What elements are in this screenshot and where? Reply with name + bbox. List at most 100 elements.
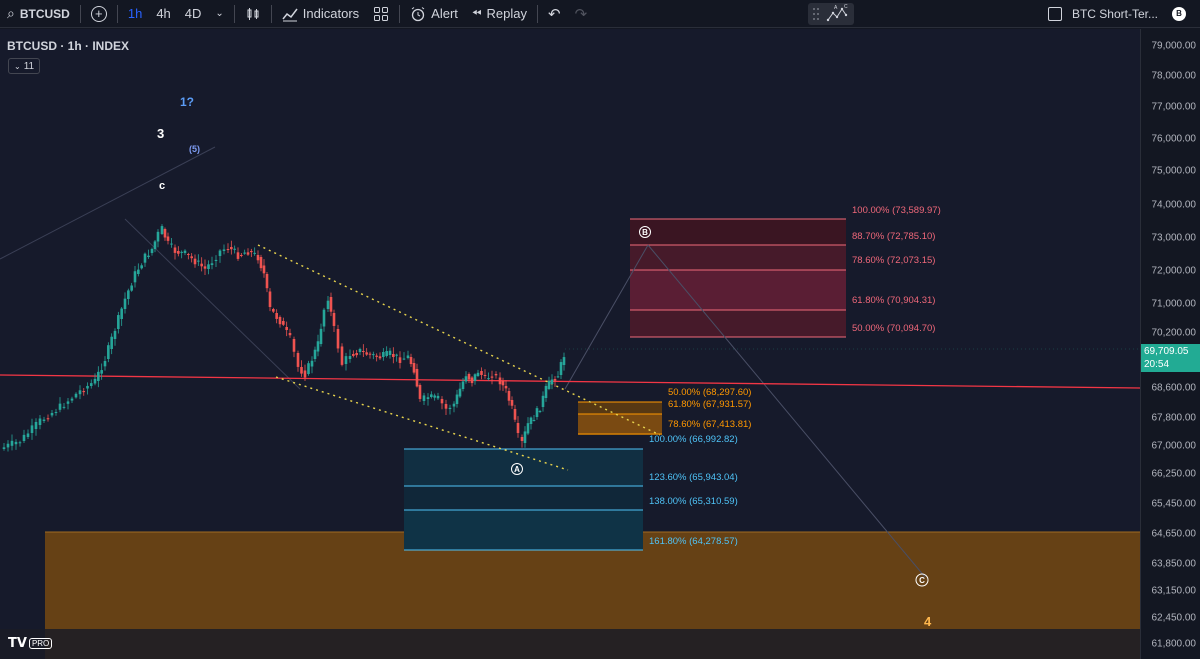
indicators-icon	[282, 8, 298, 21]
candle-body	[483, 375, 487, 376]
wave-label-c: C	[915, 573, 929, 587]
candle-body	[516, 423, 520, 434]
candle-body	[86, 385, 89, 389]
candle-body	[348, 356, 352, 359]
fib-orange-zone[interactable]	[578, 401, 662, 435]
candle-body	[285, 327, 288, 331]
candle-body	[513, 409, 517, 420]
logo-mark: TV	[8, 636, 27, 651]
indicators-button[interactable]: Indicators	[275, 0, 366, 28]
interval-dropdown[interactable]: ⌄	[208, 0, 230, 28]
candle-body	[275, 313, 278, 319]
candle-body	[2, 447, 6, 449]
candle-body	[313, 349, 317, 359]
candle-body	[50, 412, 54, 416]
candle-body	[272, 309, 275, 312]
candle-body	[547, 380, 551, 389]
chart-pane[interactable]: 100.00% (73,589.97) 88.70% (72,785.10) 7…	[0, 29, 1140, 659]
candle-body	[541, 395, 545, 407]
candle-body	[233, 248, 236, 250]
wave-label-5: (5)	[189, 144, 200, 154]
candle-body	[461, 381, 465, 389]
candle-body	[412, 363, 416, 373]
candle-body	[62, 406, 66, 408]
layout-selector[interactable]: BTC Short-Ter... B	[1047, 0, 1186, 28]
candle-body	[42, 419, 46, 421]
fib-orange-label: 78.60% (67,413.81)	[668, 419, 751, 430]
channel-upper-line[interactable]	[257, 244, 661, 436]
candle-body	[487, 378, 490, 380]
interval-4h[interactable]: 4h	[156, 6, 171, 21]
candle-body	[562, 357, 566, 365]
candle-body	[18, 442, 22, 444]
chart-canvas[interactable]: 100.00% (73,589.97) 88.70% (72,785.10) 7…	[0, 29, 1140, 659]
candle-body	[226, 249, 230, 250]
candle-body	[448, 407, 452, 409]
elliott-wave-tool-button[interactable]: A C	[808, 3, 854, 25]
undo-button[interactable]: ↶	[541, 0, 568, 28]
plus-circle-icon: +	[90, 5, 107, 22]
candle-body	[74, 393, 78, 398]
fib-blue-label: 138.00% (65,310.59)	[649, 496, 738, 507]
chevron-down-icon: ⌄	[14, 61, 21, 71]
compare-symbol-button[interactable]: +	[84, 0, 114, 28]
fib-b-zone[interactable]	[630, 218, 846, 338]
candlestick-icon	[247, 7, 259, 20]
interval-4d[interactable]: 4D	[184, 6, 202, 21]
candle-body	[200, 263, 203, 267]
tradingview-logo[interactable]: TV PRO	[8, 636, 53, 651]
price-tick: 72,000.00	[1151, 265, 1197, 277]
interval-1h[interactable]: 1h	[127, 6, 143, 21]
price-tick: 75,000.00	[1151, 165, 1197, 177]
candle-body	[140, 265, 143, 269]
candle-body	[303, 370, 307, 378]
candle-body	[256, 255, 260, 261]
candlestick-series[interactable]	[2, 224, 566, 452]
templates-button[interactable]	[366, 0, 396, 28]
divider	[536, 4, 538, 23]
avatar[interactable]: B	[1172, 7, 1186, 21]
candle-body	[490, 376, 494, 378]
candle-body	[319, 328, 323, 344]
candle-body	[538, 410, 542, 412]
divider	[399, 4, 401, 23]
symbol-search[interactable]: ⌕ BTCUSD	[0, 0, 77, 28]
last-price-label: 69,709.05 20:54	[1141, 344, 1200, 372]
candle-body	[246, 252, 250, 255]
chart-legend-title[interactable]: BTCUSD · 1h · INDEX	[7, 39, 130, 53]
price-tick: 68,600.00	[1151, 382, 1197, 394]
candle-body	[34, 421, 38, 429]
redo-button[interactable]: ↷	[568, 0, 595, 28]
candle-body	[409, 357, 413, 365]
replay-button[interactable]: ⏪︎ Replay	[465, 0, 534, 28]
candle-body	[190, 256, 193, 259]
price-tick: 70,200.00	[1151, 327, 1197, 339]
divider	[270, 4, 272, 23]
candle-body	[520, 437, 524, 441]
alert-button[interactable]: Alert	[403, 0, 465, 28]
alarm-clock-icon	[411, 6, 425, 21]
candle-body	[127, 290, 130, 299]
horizontal-resistance-line[interactable]	[0, 374, 1140, 389]
candle-body	[243, 252, 246, 254]
price-tick: 62,450.00	[1151, 612, 1197, 624]
candle-body	[207, 264, 210, 269]
candle-body	[265, 274, 269, 289]
candle-body	[433, 395, 436, 398]
chart-type-button[interactable]	[238, 0, 268, 28]
indicator-count-badge[interactable]: ⌄ 11	[8, 58, 41, 74]
symbol-label: BTCUSD	[19, 6, 70, 21]
fib-b-label: 61.80% (70,904.31)	[852, 295, 935, 306]
candle-body	[103, 360, 107, 367]
candle-body	[507, 391, 511, 401]
price-tick: 71,000.00	[1151, 298, 1197, 310]
candle-body	[22, 434, 26, 441]
candle-body	[378, 356, 382, 359]
fib-blue-zone[interactable]	[404, 448, 643, 551]
candle-body	[418, 385, 422, 399]
candle-body	[222, 249, 226, 251]
candle-body	[143, 253, 147, 263]
candle-body	[93, 378, 97, 384]
candle-body	[375, 355, 378, 357]
candle-body	[455, 394, 459, 404]
